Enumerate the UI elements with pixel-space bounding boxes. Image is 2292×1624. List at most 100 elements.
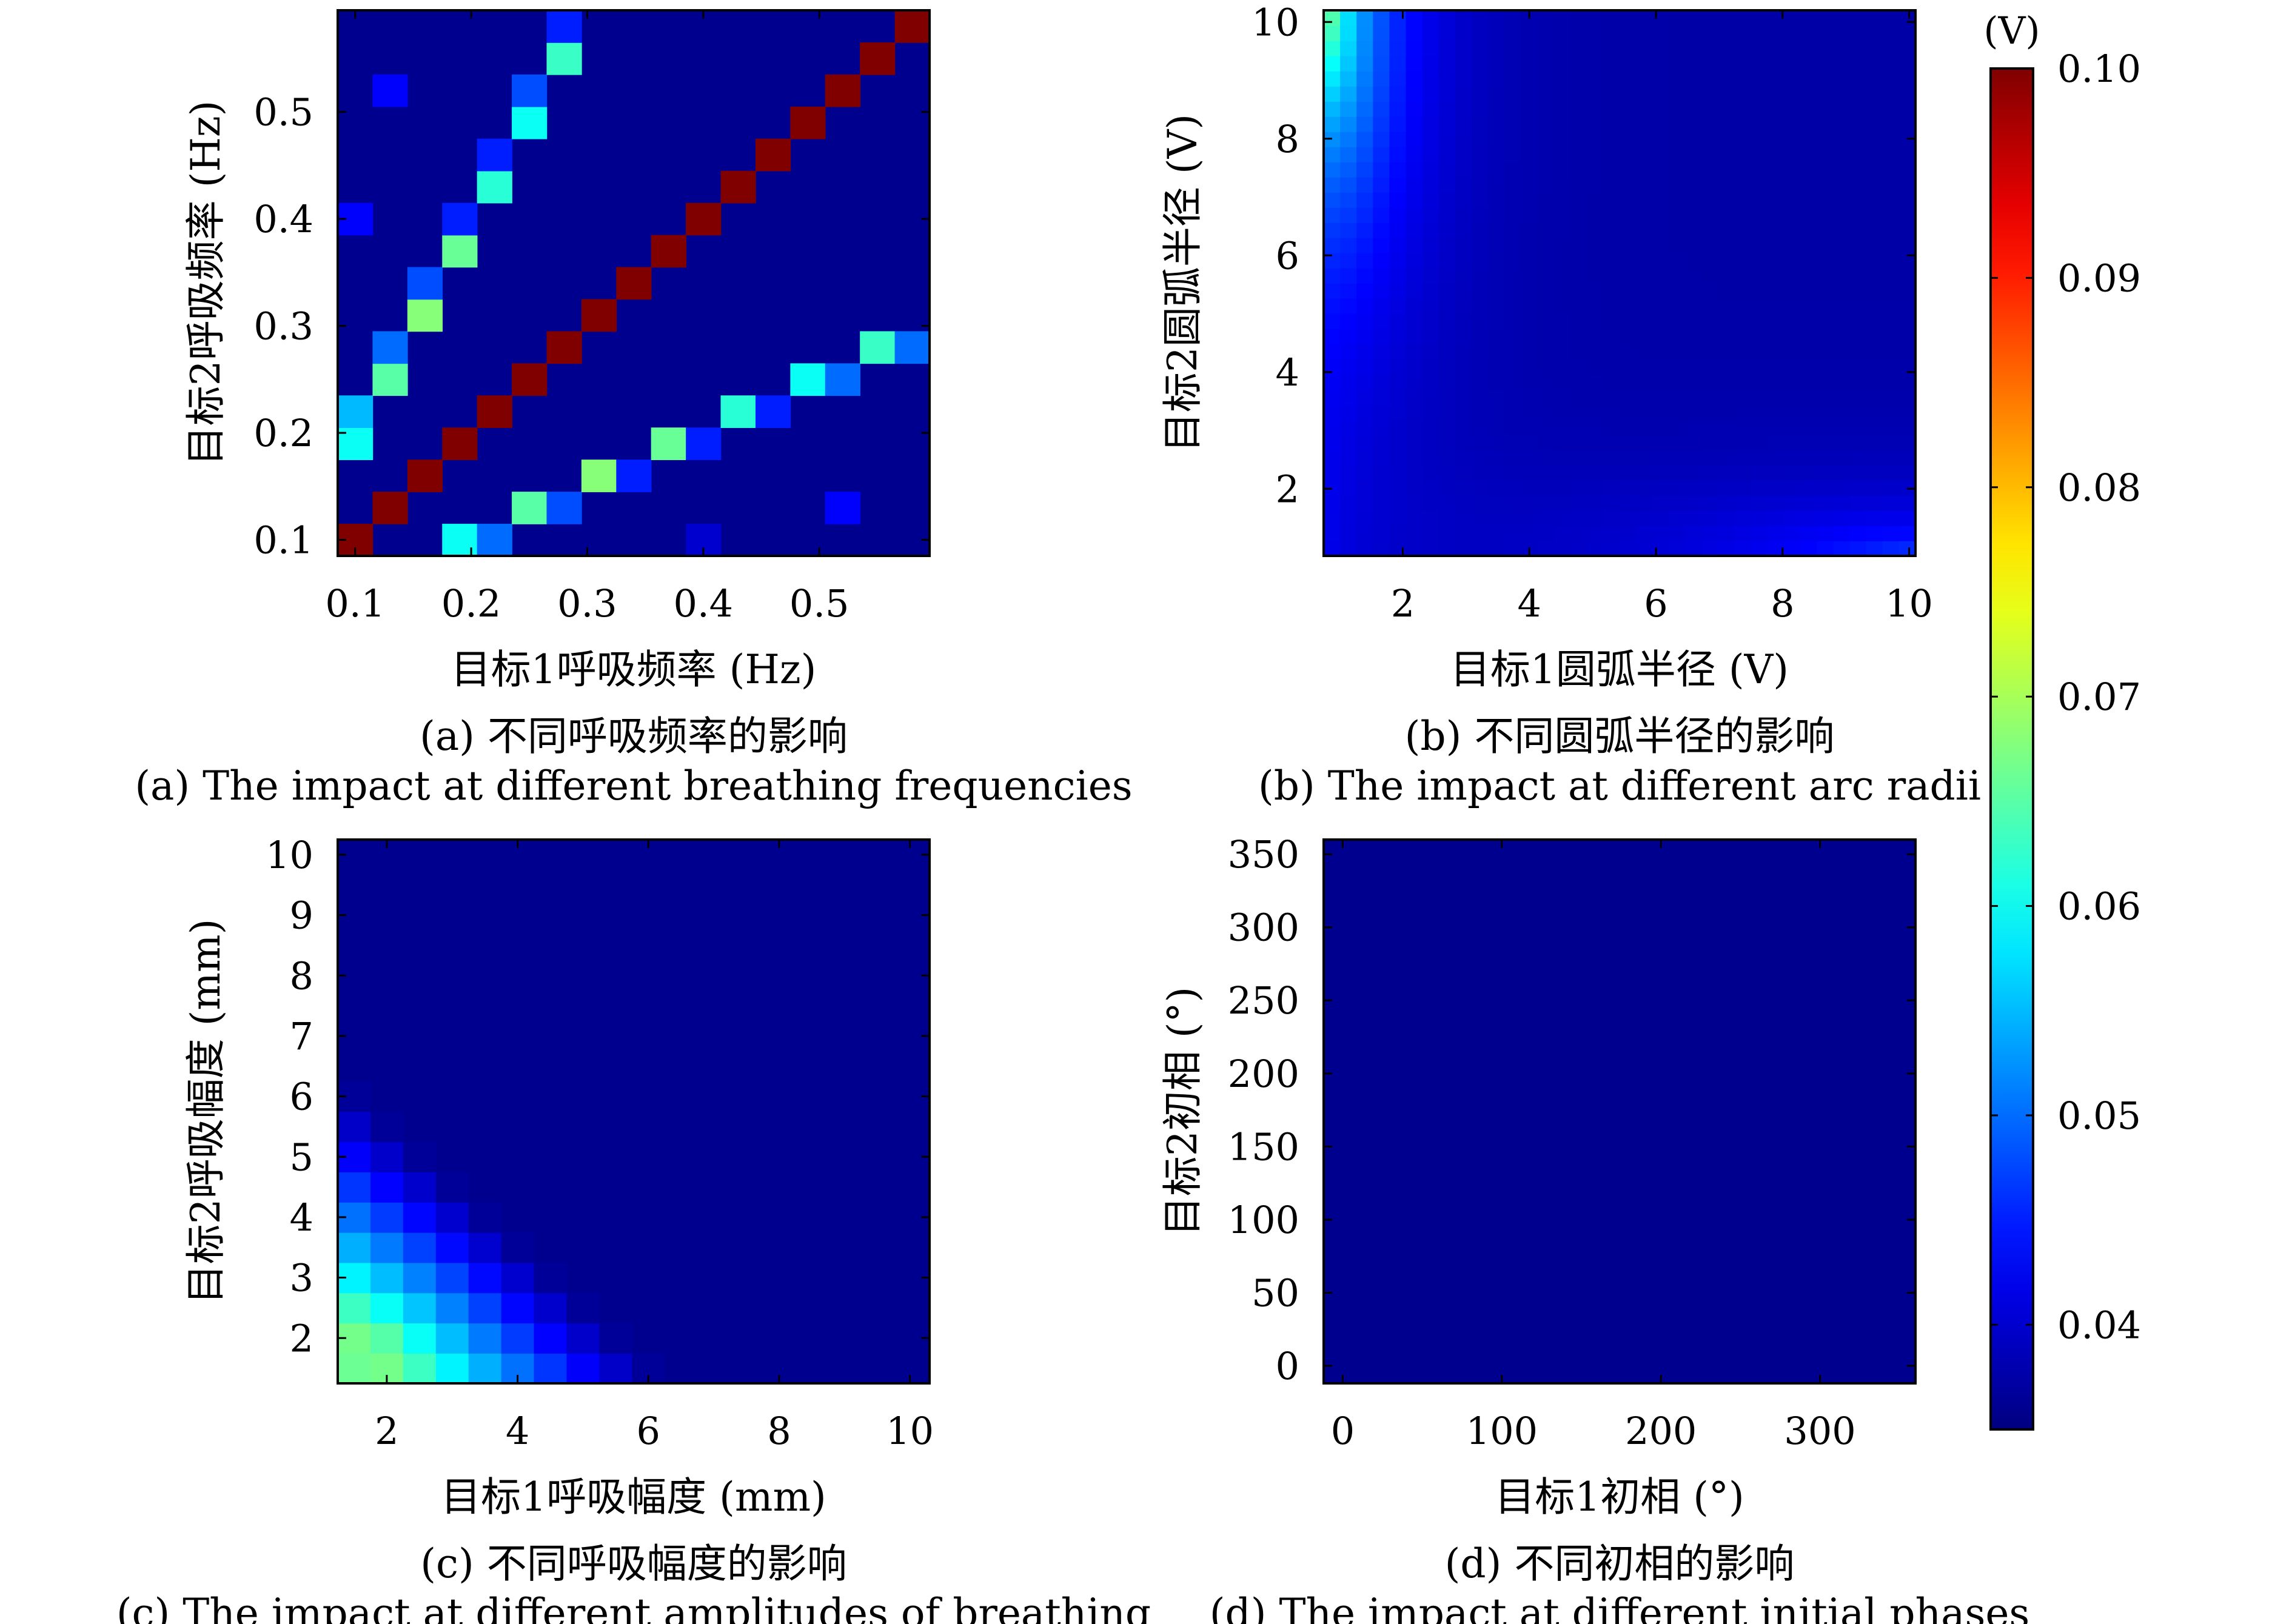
heatmap-cell xyxy=(1734,510,1752,526)
heatmap-cell xyxy=(860,331,896,364)
heatmap-cell xyxy=(1472,41,1489,56)
heatmap-cell xyxy=(1406,238,1423,253)
heatmap-cell xyxy=(1817,435,1834,450)
heatmap-cell xyxy=(1652,510,1670,526)
heatmap-cell xyxy=(1800,222,1818,238)
heatmap-cell xyxy=(1718,132,1735,147)
heatmap-cell xyxy=(1784,56,1801,72)
heatmap-cell xyxy=(1603,207,1620,223)
heatmap-cell xyxy=(1800,435,1818,450)
heatmap-cell xyxy=(1504,25,1522,41)
heatmap-cell xyxy=(1669,435,1686,450)
heatmap-cell xyxy=(370,1292,404,1324)
heatmap-cell xyxy=(1570,86,1587,102)
heatmap-cell xyxy=(1472,222,1489,238)
heatmap-cell xyxy=(1356,329,1374,344)
heatmap-cell xyxy=(1504,222,1522,238)
heatmap-cell xyxy=(1455,177,1472,193)
heatmap-cell xyxy=(1603,192,1620,208)
heatmap-cell xyxy=(1373,298,1390,314)
heatmap-cell xyxy=(1882,71,1900,87)
heatmap-cell xyxy=(468,1262,502,1294)
heatmap-cell xyxy=(1455,253,1472,269)
heatmap-cell xyxy=(1488,253,1506,269)
heatmap-cell xyxy=(1406,268,1423,284)
heatmap-cell xyxy=(1356,374,1374,390)
heatmap-cell xyxy=(1373,56,1390,72)
heatmap-cell xyxy=(1768,435,1784,450)
heatmap-cell xyxy=(1324,147,1341,162)
heatmap-cell xyxy=(1324,526,1341,541)
heatmap-cell xyxy=(1817,71,1834,87)
heatmap-cell xyxy=(1340,465,1358,481)
heatmap-cell xyxy=(442,235,478,268)
heatmap-cell xyxy=(1685,298,1703,314)
heatmap-cell xyxy=(372,363,408,396)
heatmap-cell xyxy=(1734,389,1752,405)
heatmap-cell xyxy=(1373,192,1390,208)
heatmap-cell xyxy=(1389,147,1407,162)
heatmap-cell xyxy=(1866,313,1883,329)
heatmap-cell xyxy=(1455,329,1472,344)
heatmap-cell xyxy=(1406,147,1423,162)
heatmap-cell xyxy=(1504,238,1522,253)
heatmap-cell xyxy=(1504,147,1522,162)
heatmap-cell xyxy=(1751,344,1768,359)
heatmap-cell xyxy=(1701,329,1719,344)
heatmap-cell xyxy=(1324,313,1341,329)
x-tick-label: 0.2 xyxy=(441,581,501,626)
panel-b-xticks: 2 4 6 8 10 xyxy=(1391,10,1933,626)
heatmap-cell xyxy=(1373,238,1390,253)
heatmap-cell xyxy=(1620,435,1637,450)
heatmap-cell xyxy=(1586,298,1604,314)
colorbar-gradient xyxy=(1991,69,2033,1429)
heatmap-cell xyxy=(1800,238,1818,253)
heatmap-cell xyxy=(1866,222,1883,238)
heatmap-cell xyxy=(1882,298,1900,314)
heatmap-cell xyxy=(372,74,408,107)
heatmap-cell xyxy=(407,299,443,332)
heatmap-cell xyxy=(1356,25,1374,41)
heatmap-cell xyxy=(1849,147,1867,162)
heatmap-cell xyxy=(1340,313,1358,329)
heatmap-cell xyxy=(1356,222,1374,238)
heatmap-cell xyxy=(1636,101,1654,117)
heatmap-cell xyxy=(1800,132,1818,147)
heatmap-cell xyxy=(1882,132,1900,147)
heatmap-cell xyxy=(1521,329,1538,344)
heatmap-cell xyxy=(1438,56,1456,72)
x-tick-label: 10 xyxy=(1885,581,1933,626)
heatmap-cell xyxy=(1553,222,1571,238)
heatmap-cell xyxy=(616,267,652,300)
heatmap-cell xyxy=(1537,389,1555,405)
heatmap-cell xyxy=(435,1202,469,1233)
heatmap-cell xyxy=(1340,253,1358,269)
heatmap-cell xyxy=(1685,359,1703,375)
heatmap-cell xyxy=(1701,495,1719,511)
y-tick-label: 8 xyxy=(1276,117,1299,161)
panel-c-ylabel: 目标2呼吸幅度 (mm) xyxy=(183,919,229,1305)
y-tick-label: 0.3 xyxy=(253,304,313,349)
heatmap-cell xyxy=(1800,389,1818,405)
heatmap-cell xyxy=(1373,86,1390,102)
heatmap-cell xyxy=(477,170,512,204)
heatmap-cell xyxy=(1685,329,1703,344)
heatmap-cell xyxy=(1570,465,1587,481)
heatmap-cell xyxy=(1620,56,1637,72)
heatmap-cell xyxy=(894,10,930,43)
heatmap-cell xyxy=(1817,313,1834,329)
heatmap-cell xyxy=(1849,344,1867,359)
heatmap-cell xyxy=(1800,510,1818,526)
heatmap-cell xyxy=(1586,41,1604,56)
heatmap-cell xyxy=(1603,329,1620,344)
heatmap-cell xyxy=(1718,419,1735,435)
heatmap-cell xyxy=(1521,192,1538,208)
heatmap-cell xyxy=(1537,313,1555,329)
heatmap-cell xyxy=(435,1292,469,1324)
heatmap-cell xyxy=(1472,435,1489,450)
heatmap-cell xyxy=(1718,359,1735,375)
heatmap-cell xyxy=(1438,207,1456,223)
heatmap-cell xyxy=(1620,450,1637,466)
heatmap-cell xyxy=(1620,116,1637,132)
heatmap-cell xyxy=(1537,541,1555,556)
